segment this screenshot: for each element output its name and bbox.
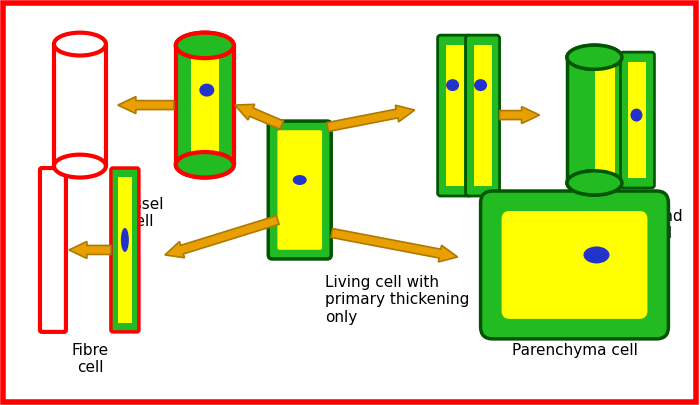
Ellipse shape [474, 79, 487, 91]
Bar [176, 45, 234, 165]
Ellipse shape [176, 33, 234, 58]
Ellipse shape [567, 171, 622, 195]
Text: Vessel
cell: Vessel cell [116, 197, 164, 229]
FancyArrow shape [165, 216, 279, 258]
Ellipse shape [584, 247, 610, 263]
Ellipse shape [54, 33, 106, 55]
FancyArrow shape [331, 228, 458, 262]
FancyArrow shape [118, 97, 174, 113]
Text: Living cell with
primary thickening
only: Living cell with primary thickening only [325, 275, 469, 325]
Ellipse shape [176, 152, 234, 177]
Ellipse shape [567, 45, 622, 69]
Bar [446, 45, 463, 186]
FancyBboxPatch shape [620, 52, 655, 188]
Text: Fibre
cell: Fibre cell [71, 343, 108, 375]
Bar [629, 62, 646, 178]
Ellipse shape [54, 155, 106, 177]
FancyBboxPatch shape [111, 168, 139, 332]
Bar [474, 45, 491, 186]
Text: Phloem sieve and
companion cell: Phloem sieve and companion cell [547, 209, 682, 241]
FancyBboxPatch shape [502, 211, 648, 319]
FancyBboxPatch shape [268, 121, 331, 259]
FancyBboxPatch shape [277, 130, 322, 250]
FancyBboxPatch shape [481, 191, 668, 339]
Ellipse shape [176, 33, 234, 58]
FancyArrow shape [234, 104, 284, 129]
Bar [191, 53, 219, 157]
Ellipse shape [446, 79, 459, 91]
Bar [54, 44, 106, 166]
Ellipse shape [176, 152, 234, 177]
Ellipse shape [121, 228, 129, 252]
Bar [596, 62, 615, 178]
Ellipse shape [293, 175, 307, 185]
Ellipse shape [631, 109, 643, 122]
FancyBboxPatch shape [40, 168, 66, 332]
Text: Parenchyma cell: Parenchyma cell [512, 343, 638, 358]
Ellipse shape [199, 83, 214, 97]
Ellipse shape [567, 45, 622, 69]
Ellipse shape [567, 171, 622, 195]
FancyArrow shape [327, 105, 414, 132]
FancyBboxPatch shape [438, 35, 472, 196]
FancyArrow shape [69, 241, 111, 258]
Bar [567, 57, 622, 183]
FancyArrow shape [500, 107, 540, 124]
FancyBboxPatch shape [466, 35, 500, 196]
Bar [118, 177, 132, 323]
